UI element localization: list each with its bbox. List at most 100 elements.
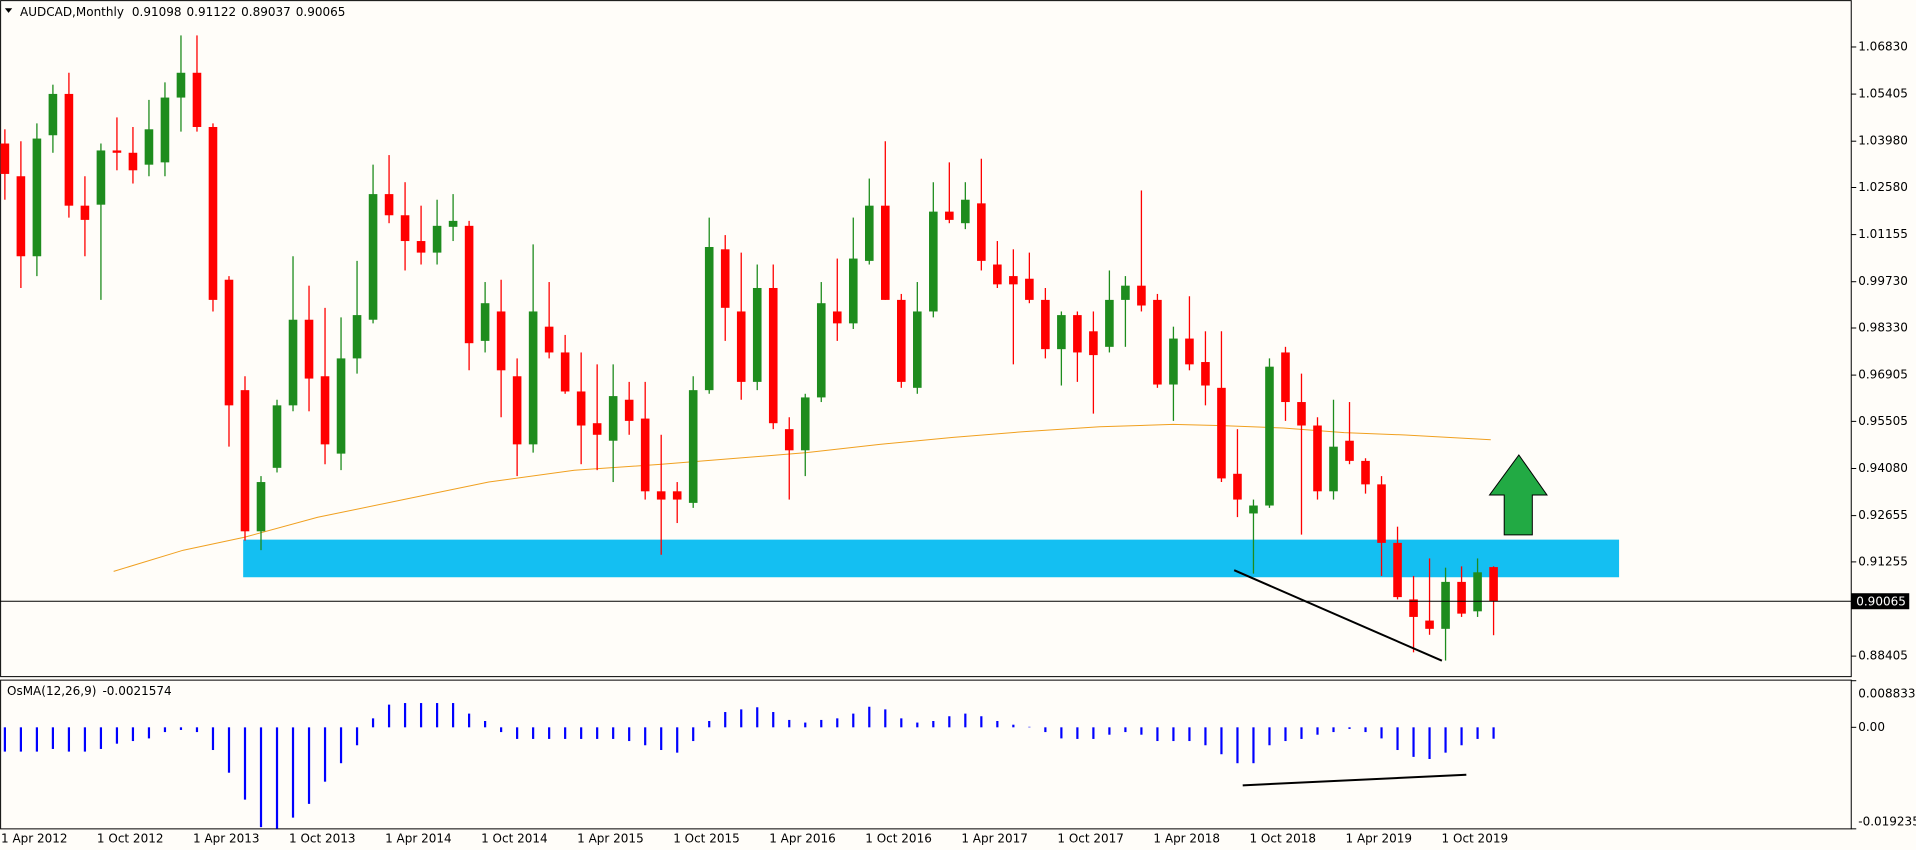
candle-body bbox=[1393, 542, 1402, 598]
candle-body bbox=[704, 246, 714, 391]
header-close: 0.90065 bbox=[296, 5, 346, 19]
candle-body bbox=[1249, 505, 1258, 514]
candle-body bbox=[592, 423, 602, 435]
x-tick-label: 1 Apr 2015 bbox=[577, 832, 644, 846]
x-tick-label: 1 Apr 2014 bbox=[385, 832, 452, 846]
y-tick-label: 0.98330 bbox=[1858, 320, 1908, 334]
osma-current: -0.0021574 bbox=[102, 684, 171, 698]
candle-body bbox=[768, 287, 778, 424]
candle-body bbox=[672, 491, 682, 500]
candle-body bbox=[913, 311, 922, 388]
candle-body bbox=[64, 93, 74, 206]
candle-body bbox=[608, 396, 618, 441]
candle-body bbox=[0, 143, 10, 174]
candle-body bbox=[1073, 315, 1082, 353]
osma-name: OsMA(12,26,9) bbox=[7, 684, 96, 698]
candle-body bbox=[688, 390, 698, 503]
candle-body bbox=[1217, 387, 1226, 479]
y-tick-label: -0.0192355 bbox=[1858, 814, 1916, 828]
y-tick-label: 0.92655 bbox=[1858, 508, 1908, 522]
candle-body bbox=[576, 391, 586, 426]
candle-body bbox=[512, 376, 522, 445]
candle-body bbox=[496, 311, 506, 371]
candle-body bbox=[1041, 299, 1050, 350]
marks: 1.06830 1.05405 1.03980 1.02580 1.01155 0.997… bbox=[0, 35, 1916, 846]
candle-body bbox=[1425, 620, 1434, 629]
candle-body bbox=[1489, 567, 1498, 602]
candle-body bbox=[993, 264, 1002, 285]
x-tick-label: 1 Oct 2016 bbox=[865, 832, 932, 846]
candle-body bbox=[1137, 285, 1146, 306]
candle-body bbox=[320, 376, 330, 445]
header-triangle bbox=[4, 8, 13, 13]
x-tick-label: 1 Apr 2013 bbox=[193, 832, 260, 846]
candle-body bbox=[160, 97, 170, 163]
x-tick-label: 1 Apr 2019 bbox=[1346, 832, 1413, 846]
candle-body bbox=[1169, 338, 1178, 385]
y-tick-label: 0.99730 bbox=[1858, 274, 1908, 288]
x-tick-label: 1 Oct 2017 bbox=[1057, 832, 1124, 846]
candle-body bbox=[1457, 581, 1466, 614]
candle-body bbox=[96, 150, 106, 205]
candle-body bbox=[720, 249, 730, 308]
candle-body bbox=[1377, 484, 1386, 543]
y-tick-label: 0.0088334 bbox=[1858, 686, 1916, 700]
current-price-box bbox=[1851, 593, 1910, 610]
x-tick-label: 1 Oct 2015 bbox=[673, 832, 740, 846]
candle-body bbox=[1313, 425, 1322, 492]
candle-body bbox=[736, 311, 746, 382]
candle-body bbox=[432, 225, 442, 253]
candle-body bbox=[288, 319, 298, 406]
symbol: AUDCAD,Monthly bbox=[20, 5, 124, 19]
x-tick-label: 1 Oct 2012 bbox=[97, 832, 164, 846]
candle-body bbox=[1201, 362, 1210, 386]
candle-body bbox=[1121, 285, 1130, 300]
candle-body bbox=[112, 150, 122, 153]
osma-header: OsMA(12,26,9) -0.0021574 bbox=[7, 684, 172, 698]
x-tick-label: 1 Oct 2018 bbox=[1249, 832, 1316, 846]
candle-body bbox=[480, 303, 490, 341]
candle-body bbox=[192, 72, 202, 127]
header-open: 0.91098 bbox=[132, 5, 182, 19]
candle-body bbox=[1089, 331, 1098, 356]
header-low: 0.89037 bbox=[241, 5, 291, 19]
header: AUDCAD,Monthly 0.91098 0.91122 0.89037 0.900… bbox=[20, 5, 345, 19]
candle-body bbox=[448, 220, 458, 227]
candle-body bbox=[544, 326, 554, 353]
x-tick-label: 1 Apr 2018 bbox=[1153, 832, 1220, 846]
candle-body bbox=[864, 205, 874, 261]
candle-body bbox=[656, 491, 666, 500]
candle-body bbox=[272, 405, 282, 468]
candle-body bbox=[784, 429, 794, 451]
x-tick-label: 1 Apr 2012 bbox=[1, 832, 68, 846]
y-tick-label: 0.96905 bbox=[1858, 368, 1908, 382]
header-high: 0.91122 bbox=[187, 5, 237, 19]
candle-body bbox=[352, 315, 362, 359]
candle-body bbox=[32, 138, 42, 257]
osma-panel-border bbox=[1, 680, 1852, 829]
candle-body bbox=[208, 126, 218, 300]
candle-body bbox=[897, 299, 906, 382]
candle-body bbox=[224, 279, 234, 406]
y-tick-label: 1.06830 bbox=[1858, 39, 1908, 53]
candle-body bbox=[368, 194, 378, 320]
candle-body bbox=[816, 303, 826, 398]
candle-body bbox=[48, 93, 58, 136]
candle-body bbox=[1409, 599, 1418, 617]
annotations-front bbox=[4, 8, 1547, 785]
candle-body bbox=[848, 258, 858, 324]
y-tick-label: 0.95505 bbox=[1858, 414, 1908, 428]
candle-body bbox=[128, 152, 138, 171]
candle-body bbox=[961, 199, 970, 224]
candle-body bbox=[640, 418, 650, 492]
candle-body bbox=[1185, 338, 1194, 365]
candle-body bbox=[144, 129, 154, 165]
candle-body bbox=[384, 194, 394, 216]
candle-body bbox=[1153, 299, 1162, 385]
support-zone bbox=[243, 539, 1620, 578]
y-tick-label: 0.94080 bbox=[1858, 461, 1908, 475]
candle-body bbox=[336, 358, 346, 454]
candle-body bbox=[256, 482, 266, 532]
main-panel-border bbox=[1, 1, 1852, 677]
